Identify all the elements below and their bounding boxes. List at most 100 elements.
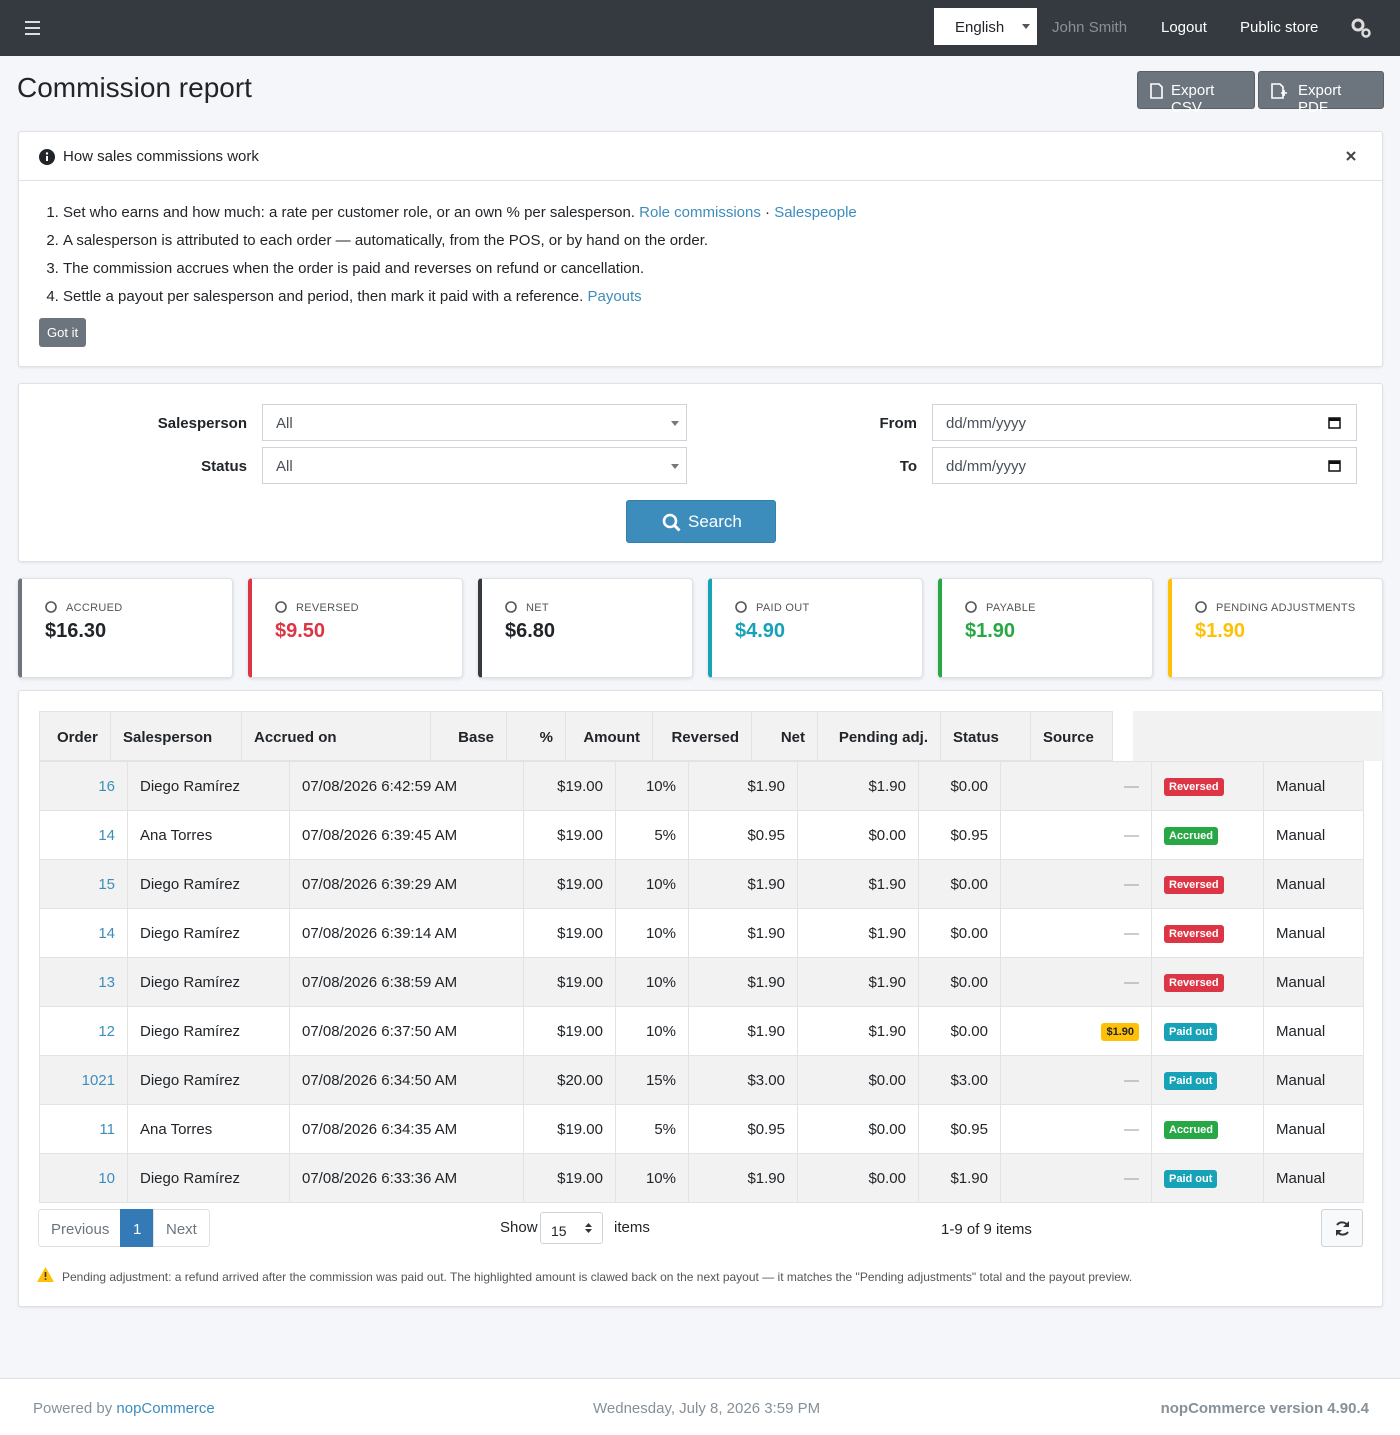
order-link[interactable]: 16 [98, 777, 115, 795]
cell-text: $1.90 [868, 777, 906, 795]
status-badge: Paid out [1164, 1169, 1218, 1188]
summary-card: ACCRUED $16.30 [18, 578, 233, 678]
source-cell: Manual [1263, 859, 1364, 909]
powered-by-text: Powered by [33, 1400, 113, 1417]
card-value: $16.30 [45, 620, 107, 642]
table-cell: $0.00 [918, 957, 1001, 1007]
cell-text: — [1124, 826, 1139, 844]
language-select[interactable]: English [934, 8, 1037, 45]
table-cell: $0.95 [688, 1104, 798, 1154]
order-link[interactable]: 14 [98, 924, 115, 942]
summary-card: NET $6.80 [478, 578, 693, 678]
table-cell: 15 [39, 859, 128, 909]
status-badge: Accrued [1164, 826, 1219, 845]
select-value: All [276, 458, 293, 475]
role-commissions-link[interactable]: Role commissions [639, 204, 761, 221]
salesperson-select[interactable]: All [262, 404, 687, 441]
table-cell: $0.00 [918, 1006, 1001, 1056]
table-cell: $1.90 [797, 761, 919, 811]
card-icon [505, 601, 517, 613]
status-cell: Paid out [1151, 1006, 1264, 1056]
brand-link[interactable]: nopCommerce [116, 1400, 215, 1417]
public-store-link[interactable]: Public store [1240, 19, 1319, 36]
card-icon [45, 601, 57, 613]
warning-icon [37, 1267, 54, 1282]
table-cell: $0.00 [797, 1104, 919, 1154]
cell-text: $0.00 [950, 1022, 988, 1040]
order-link[interactable]: 15 [98, 875, 115, 893]
table-cell: 07/08/2026 6:34:35 AM [289, 1104, 524, 1154]
cell-text: 10% [645, 777, 676, 795]
cell-text: $3.00 [950, 1071, 988, 1089]
previous-button[interactable]: Previous [38, 1209, 123, 1247]
cell-text: $1.90 [868, 875, 906, 893]
cell-text: $0.00 [950, 777, 988, 795]
from-date[interactable]: dd/mm/yyyy [932, 404, 1357, 441]
status-cell: Reversed [1151, 761, 1264, 811]
source-cell: Manual [1263, 1153, 1364, 1203]
page-button[interactable]: 1 [120, 1209, 155, 1247]
status-badge: Paid out [1164, 1022, 1218, 1041]
status-cell: Paid out [1151, 1055, 1264, 1105]
footnote: Pending adjustment: a refund arrived aft… [62, 1270, 1133, 1284]
order-link[interactable]: 12 [98, 1022, 115, 1040]
got-it-button[interactable]: Got it [39, 318, 87, 347]
button-text: Export PDF [1298, 82, 1342, 116]
column-header: Status [941, 711, 1031, 761]
status-cell: Reversed [1151, 859, 1264, 909]
logout-link[interactable]: Logout [1161, 19, 1207, 36]
table-cell: $1.90 [797, 859, 919, 909]
cell-text: — [1124, 924, 1139, 942]
cell-text: 10% [645, 924, 676, 942]
table-cell: $1.90 [688, 761, 798, 811]
table-cell: — [1000, 908, 1152, 958]
table-cell: Diego Ramírez [127, 1055, 290, 1105]
footer-version: nopCommerce version 4.90.4 [1160, 1400, 1369, 1417]
order-link[interactable]: 14 [98, 826, 115, 844]
source-cell: Manual [1263, 1006, 1364, 1056]
table-cell: 15% [615, 1055, 689, 1105]
to-date[interactable]: dd/mm/yyyy [932, 447, 1357, 484]
payouts-link[interactable]: Payouts [587, 288, 642, 305]
column-header: Amount [566, 711, 653, 761]
next-button[interactable]: Next [153, 1209, 210, 1247]
status-select[interactable]: All [262, 447, 687, 484]
salespeople-link[interactable]: Salespeople [774, 204, 857, 221]
cell-text: — [1124, 875, 1139, 893]
table-row: 10 Diego Ramírez 07/08/2026 6:33:36 AM $19.… [39, 1153, 1364, 1203]
cell-text: $1.90 [747, 1169, 785, 1187]
refresh-button[interactable] [1321, 1209, 1363, 1247]
table-cell: 5% [615, 1104, 689, 1154]
status-badge: Reversed [1164, 973, 1224, 992]
order-link[interactable]: 13 [98, 973, 115, 991]
table-cell: $1.90 [1000, 1006, 1152, 1056]
table-cell: 14 [39, 908, 128, 958]
cell-text: $0.00 [868, 1071, 906, 1089]
search-button[interactable]: Search [626, 500, 776, 543]
cell-text: $20.00 [557, 1071, 603, 1089]
menu-icon[interactable] [25, 21, 40, 35]
table-cell: $1.90 [688, 859, 798, 909]
card-value: $1.90 [1195, 620, 1246, 642]
card-label: ACCRUED [66, 602, 123, 614]
table-cell: $0.95 [918, 1104, 1001, 1154]
table-cell: 07/08/2026 6:34:50 AM [289, 1055, 524, 1105]
table-cell: $1.90 [688, 957, 798, 1007]
footer: Powered by nopCommerce Wednesday, July 8… [0, 1378, 1400, 1435]
top-bar: English John Smith Logout Public store [0, 0, 1400, 56]
export-pdf-button[interactable]: Export PDF [1258, 71, 1384, 116]
table-cell: 07/08/2026 6:39:45 AM [289, 810, 524, 860]
export-csv-button[interactable]: Export CSV [1137, 71, 1255, 116]
pending-highlight: $1.90 [1101, 1022, 1139, 1041]
table-cell: 1021 [39, 1055, 128, 1105]
table-panel: Order Salesperson Accrued on Base% Amount Rev… [18, 690, 1383, 1307]
order-link[interactable]: 11 [99, 1120, 115, 1138]
close-icon[interactable] [1346, 151, 1356, 161]
page-size-select[interactable]: 15 [540, 1212, 603, 1244]
separator: · [765, 204, 771, 221]
settings-icon[interactable] [1351, 18, 1371, 38]
table-cell: $19.00 [523, 957, 616, 1007]
order-link[interactable]: 10 [98, 1169, 115, 1187]
table-cell: 07/08/2026 6:33:36 AM [289, 1153, 524, 1203]
order-link[interactable]: 1021 [81, 1071, 115, 1089]
